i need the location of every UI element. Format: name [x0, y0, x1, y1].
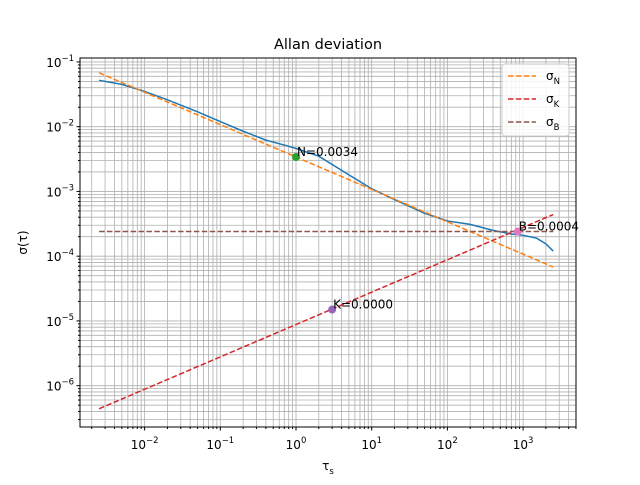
x-tick-label: 101: [361, 436, 382, 452]
x-axis-label: τs: [322, 459, 334, 477]
series-line-σK: [98, 213, 554, 410]
x-tick-label: 100: [286, 436, 307, 452]
y-tick-label: 10−2: [46, 119, 74, 135]
legend-label: σB: [546, 115, 560, 133]
y-axis-label: σ(τ): [16, 230, 30, 254]
series-line-σN: [98, 72, 554, 268]
legend-label: σK: [546, 92, 560, 110]
x-tick-label: 10−1: [206, 436, 234, 452]
legend-box: [501, 63, 570, 137]
marker-annotation: N=0.0034: [297, 145, 358, 159]
x-tick-label: 103: [513, 436, 534, 452]
legend-label: σN: [546, 69, 560, 87]
axis-ticks: [76, 61, 577, 431]
axis-labels: 10−2 10−1 100 101 102 103 10−6 10−5 10−4 10−3 10−2…: [16, 54, 533, 477]
y-tick-label: 10−5: [46, 313, 74, 329]
y-tick-label: 10−1: [46, 54, 74, 70]
legend: σN σK σB: [501, 63, 570, 137]
y-tick-label: 10−3: [46, 183, 74, 199]
y-tick-label: 10−6: [46, 378, 74, 394]
marker-annotation: B=0.0004: [519, 220, 579, 234]
marker-point: [292, 153, 301, 162]
plot-frame: [79, 57, 577, 428]
marker-point: [328, 305, 337, 314]
marker-layer: N=0.0034 K=0.0000 B=0.0004: [292, 145, 579, 314]
x-tick-label: 10−2: [131, 436, 159, 452]
chart-title: Allan deviation: [274, 37, 382, 53]
x-tick-label: 102: [437, 436, 458, 452]
marker-annotation: K=0.0000: [333, 298, 393, 312]
y-tick-label: 10−4: [46, 248, 74, 264]
marker-point: [513, 227, 522, 236]
